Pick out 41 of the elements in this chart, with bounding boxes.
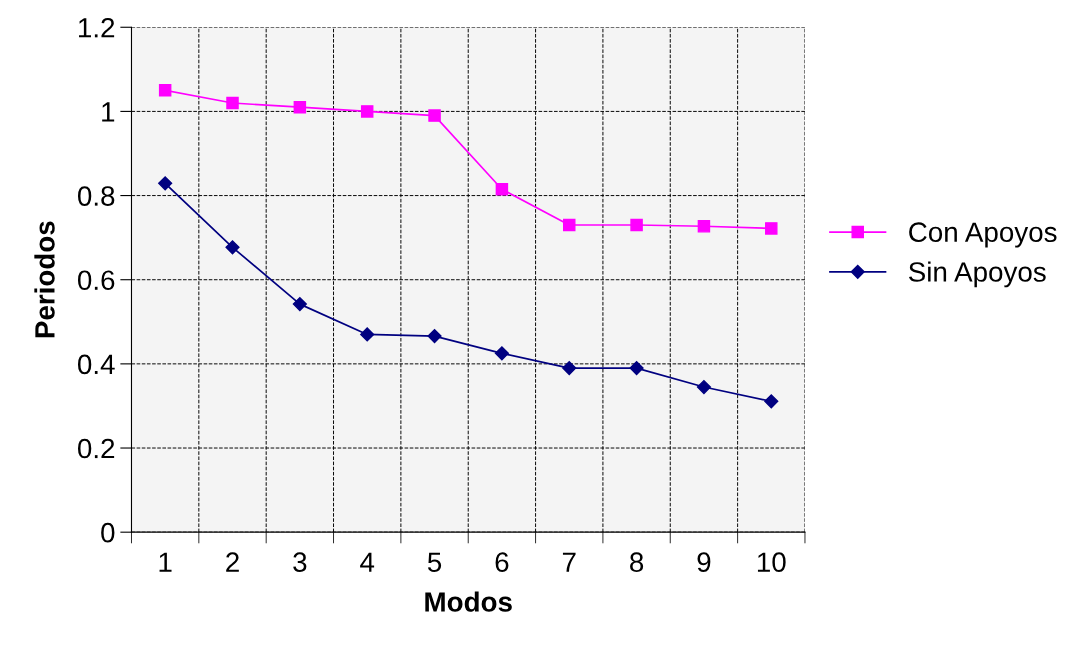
point bbox=[630, 218, 643, 232]
y-tick-label: 0.8 bbox=[77, 186, 115, 206]
y-tick-label: 0.2 bbox=[77, 438, 115, 459]
point bbox=[562, 361, 577, 376]
x-tick-label: 5 bbox=[427, 552, 442, 573]
x-tick-label: 7 bbox=[562, 552, 576, 572]
point bbox=[494, 346, 509, 361]
x-tick-label: 9 bbox=[697, 552, 711, 573]
point bbox=[293, 100, 307, 114]
point bbox=[765, 222, 778, 235]
legend-label: Con Apoyos bbox=[909, 222, 1057, 248]
point bbox=[629, 361, 644, 376]
x-tick-label: 3 bbox=[293, 552, 307, 573]
point bbox=[158, 84, 172, 97]
point bbox=[360, 105, 374, 118]
y-tick-label: 0.6 bbox=[77, 270, 115, 291]
point bbox=[158, 176, 173, 191]
point bbox=[225, 240, 240, 255]
point bbox=[764, 394, 779, 409]
y-axis-title: Periodos bbox=[34, 221, 55, 338]
legend-label: Sin Apoyos bbox=[909, 261, 1046, 288]
point bbox=[697, 220, 711, 233]
x-axis-title: Modos bbox=[425, 591, 512, 612]
y-tick-label: 1.2 bbox=[79, 17, 115, 38]
x-tick-label: 8 bbox=[630, 552, 644, 573]
point bbox=[360, 327, 375, 342]
x-tick-label: 10 bbox=[757, 552, 786, 573]
y-tick-label: 1 bbox=[102, 102, 115, 122]
point bbox=[428, 109, 441, 122]
x-tick-label: 1 bbox=[159, 552, 172, 572]
y-tick-label: 0 bbox=[101, 522, 115, 543]
x-tick-label: 4 bbox=[360, 552, 375, 572]
point bbox=[696, 379, 712, 395]
point bbox=[562, 218, 576, 232]
point bbox=[292, 297, 307, 312]
x-tick-label: 6 bbox=[495, 552, 509, 573]
point bbox=[226, 96, 239, 110]
point bbox=[495, 183, 509, 196]
point bbox=[427, 329, 442, 344]
y-tick-label: 0.4 bbox=[77, 354, 115, 375]
x-tick-label: 2 bbox=[226, 552, 239, 572]
